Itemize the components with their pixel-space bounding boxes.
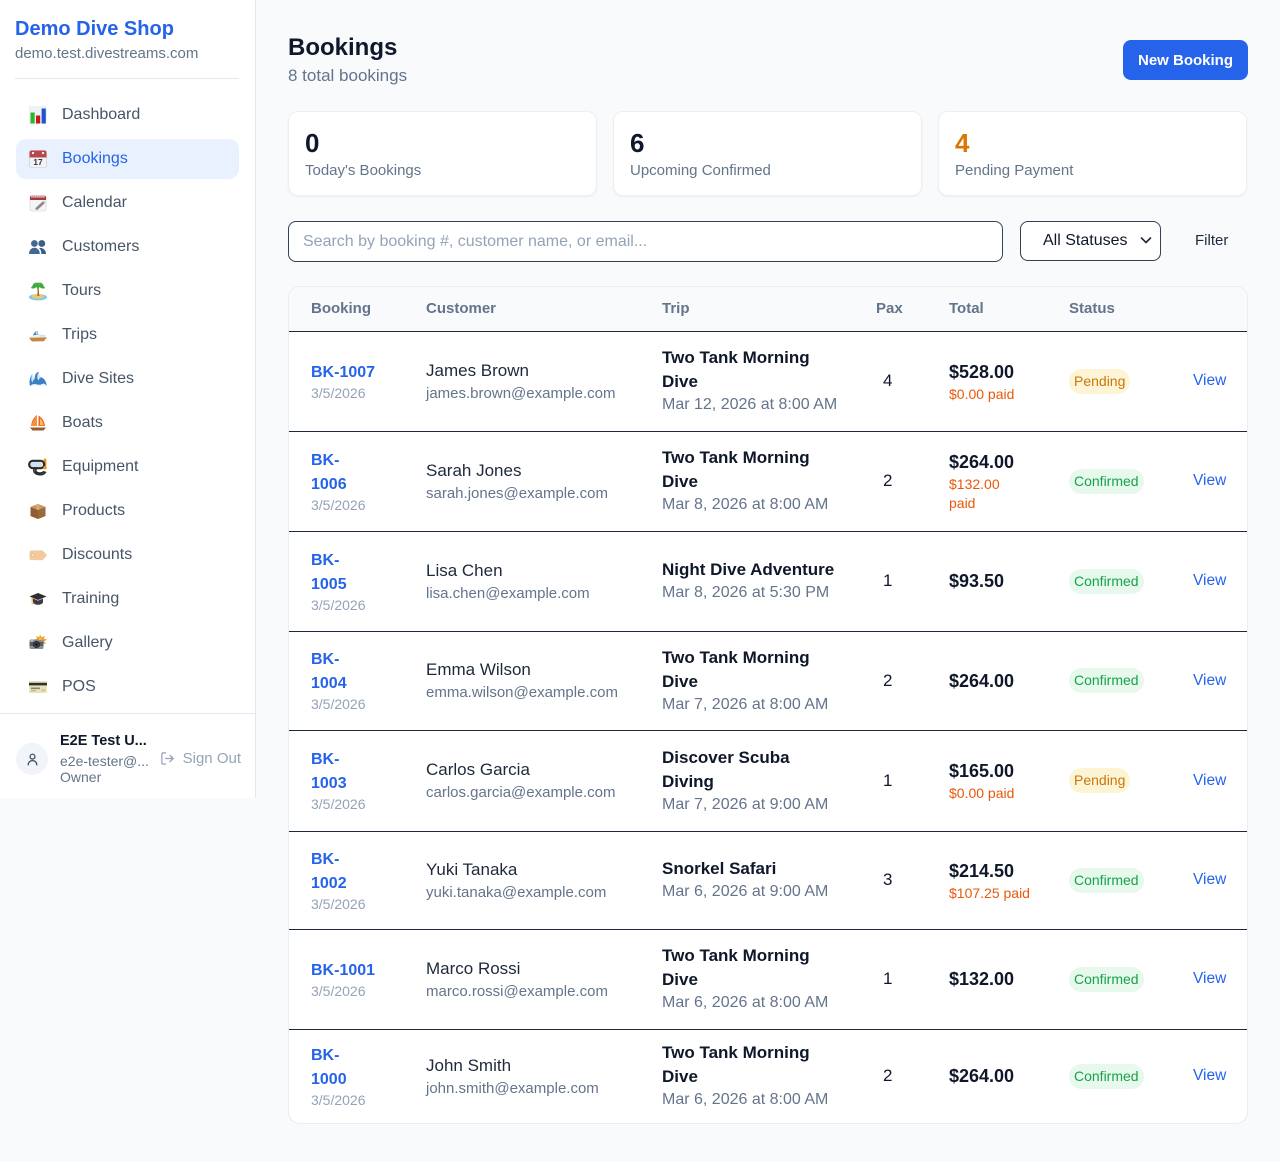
svg-text:17: 17 [33, 157, 43, 167]
